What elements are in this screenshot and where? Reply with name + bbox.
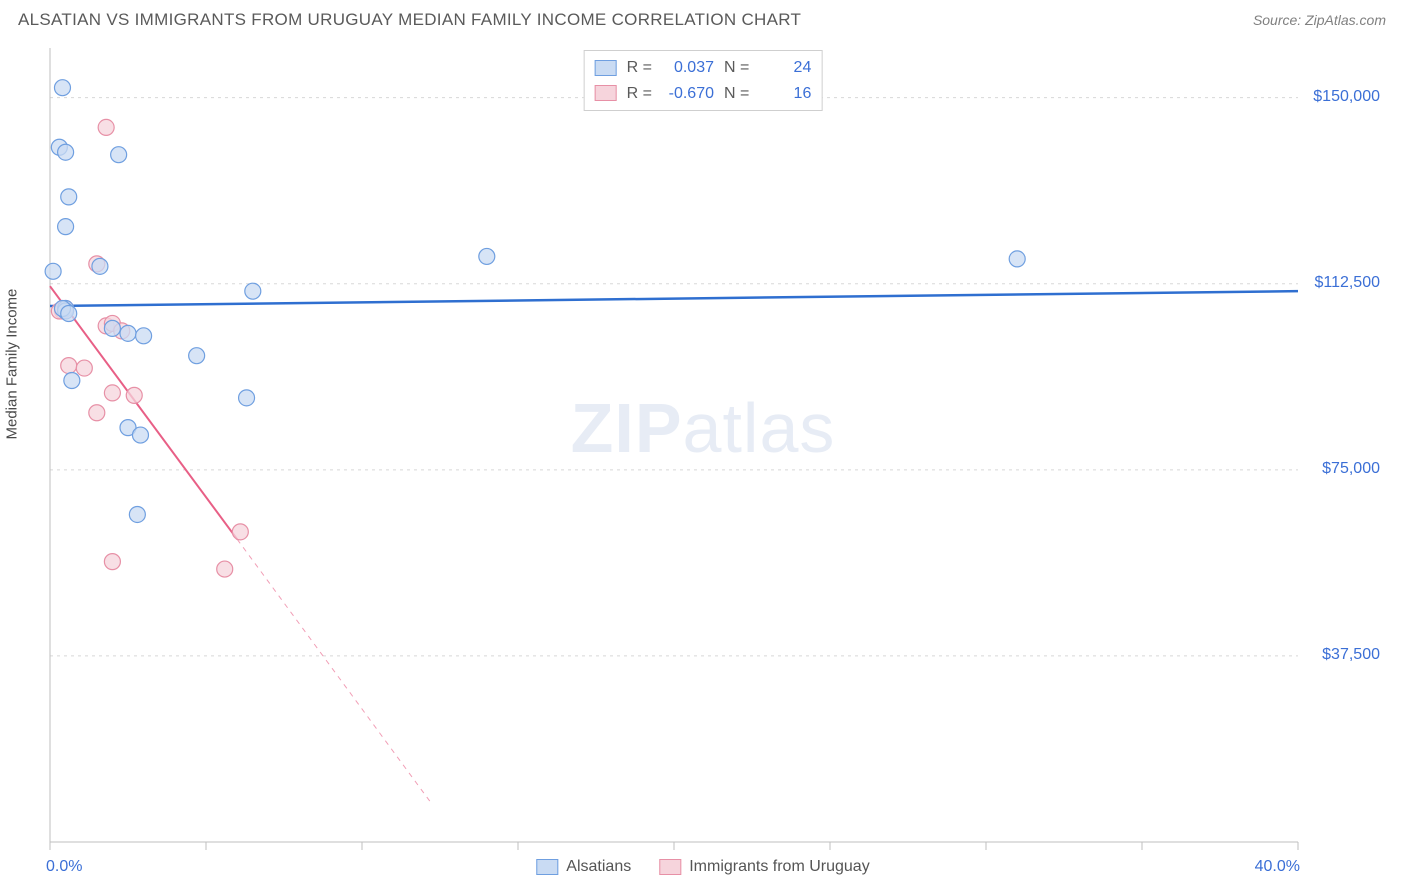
y-tick-label: $75,000 [1322, 460, 1380, 478]
swatch-alsatians-bottom [536, 859, 558, 875]
y-tick-label: $112,500 [1314, 274, 1380, 292]
scatter-chart [18, 44, 1388, 878]
y-tick-label: $37,500 [1322, 646, 1380, 664]
chart-source: Source: ZipAtlas.com [1253, 12, 1386, 28]
x-axis-min: 0.0% [46, 858, 82, 876]
legend-row-uruguay: R = -0.670 N = 16 [595, 81, 812, 107]
chart-title: ALSATIAN VS IMMIGRANTS FROM URUGUAY MEDI… [18, 10, 801, 30]
legend-item-uruguay: Immigrants from Uruguay [659, 858, 870, 876]
chart-container: Median Family Income ZIPatlas R = 0.037 … [18, 44, 1388, 878]
chart-header: ALSATIAN VS IMMIGRANTS FROM URUGUAY MEDI… [0, 0, 1406, 38]
y-axis-label: Median Family Income [4, 289, 21, 440]
correlation-legend: R = 0.037 N = 24 R = -0.670 N = 16 [584, 50, 823, 111]
swatch-alsatians [595, 60, 617, 76]
swatch-uruguay-bottom [659, 859, 681, 875]
y-tick-label: $150,000 [1313, 88, 1380, 106]
x-axis-max: 40.0% [1255, 858, 1300, 876]
legend-row-alsatians: R = 0.037 N = 24 [595, 55, 812, 81]
legend-item-alsatians: Alsatians [536, 858, 631, 876]
swatch-uruguay [595, 85, 617, 101]
series-legend: Alsatians Immigrants from Uruguay [536, 858, 869, 876]
